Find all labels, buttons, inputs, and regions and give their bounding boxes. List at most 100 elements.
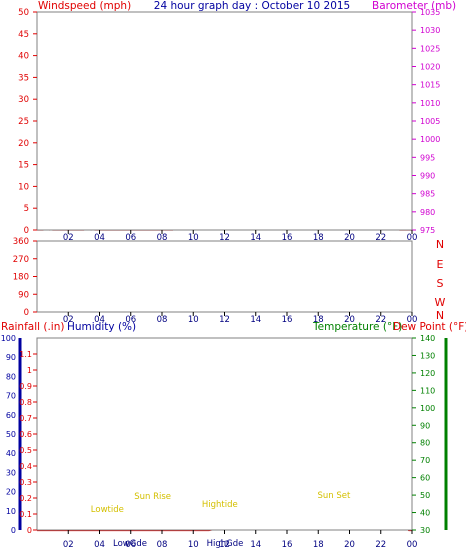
rain-xtick-label: 02 xyxy=(63,540,74,550)
compass-label: N xyxy=(436,238,444,251)
annotation-label: Sun Set xyxy=(317,491,350,501)
dir-xtick-label: 14 xyxy=(250,315,261,325)
temperature-tick-label: 130 xyxy=(420,351,435,360)
dir-xtick-label: 00 xyxy=(407,315,418,325)
dir-ytick-label: 90 xyxy=(18,290,29,300)
dir-ytick-label: 180 xyxy=(13,273,29,283)
rain-xtick-label: 20 xyxy=(344,540,355,550)
baro-ytick-label: 1005 xyxy=(420,117,440,126)
dir-ytick-label: 360 xyxy=(13,237,29,247)
wind-xtick-label: 10 xyxy=(188,233,199,243)
rain-tick-label: 0.2 xyxy=(19,494,32,503)
humidity-tick-label: 30 xyxy=(6,468,16,477)
tide-label: LowGde xyxy=(113,539,147,549)
rain-tick-label: 1 xyxy=(27,366,32,375)
wind-ytick-label: 50 xyxy=(18,8,29,18)
compass-label: S xyxy=(437,277,444,290)
wind-ytick-label: 35 xyxy=(18,73,29,83)
baro-ytick-label: 1000 xyxy=(420,135,440,144)
dir-xtick-label: 22 xyxy=(375,315,386,325)
humidity-tick-label: 40 xyxy=(6,449,16,458)
baro-ytick-label: 1030 xyxy=(420,26,440,35)
wind-xtick-label: 16 xyxy=(282,233,293,243)
dir-xtick-label: 10 xyxy=(188,315,199,325)
bottom-temperature-label: Temperature (°F) xyxy=(312,321,402,333)
humidity-tick-label: 100 xyxy=(1,334,16,343)
temperature-tick-label: 140 xyxy=(420,334,435,343)
dir-ytick-label: 0 xyxy=(24,308,29,318)
wind-ytick-label: 45 xyxy=(18,30,29,40)
wind-xtick-label: 18 xyxy=(313,233,324,243)
compass-label: E xyxy=(437,258,444,271)
annotation-label: Lowtide xyxy=(91,505,124,515)
rain-tick-label: 0.8 xyxy=(19,398,32,407)
rain-tick-label: 0.7 xyxy=(19,414,32,423)
wind-ytick-label: 30 xyxy=(18,95,29,105)
compass-label: W xyxy=(435,296,446,309)
temperature-tick-label: 90 xyxy=(420,421,430,430)
humidity-tick-label: 10 xyxy=(6,507,16,516)
temperature-tick-label: 110 xyxy=(420,386,435,395)
wind-xtick-label: 22 xyxy=(375,233,386,243)
wind-xtick-label: 00 xyxy=(407,233,418,243)
humidity-tick-label: 80 xyxy=(6,372,16,381)
wind-xtick-label: 12 xyxy=(219,233,230,243)
baro-ytick-label: 1020 xyxy=(420,63,440,72)
humidity-tick-label: 0 xyxy=(11,526,16,535)
temperature-tick-label: 100 xyxy=(420,404,435,413)
baro-ytick-label: 1015 xyxy=(420,81,440,90)
dir-xtick-label: 08 xyxy=(157,315,168,325)
temperature-tick-label: 120 xyxy=(420,369,435,378)
baro-ytick-label: 1010 xyxy=(420,99,440,108)
baro-ytick-label: 1025 xyxy=(420,44,440,53)
annotation-label: Hightide xyxy=(202,500,238,510)
wind-ytick-label: 15 xyxy=(18,161,29,171)
direction-panel-frame xyxy=(36,240,413,313)
bottom-rain-label: Rainfall (.in) xyxy=(1,321,64,333)
dir-ytick-label: 270 xyxy=(13,255,29,265)
wind-ytick-label: 0 xyxy=(24,226,29,236)
dir-xtick-label: 02 xyxy=(63,315,74,325)
humidity-tick-label: 60 xyxy=(6,411,16,420)
wind-xtick-label: 08 xyxy=(157,233,168,243)
bottom-humidity-label: Humidity (%) xyxy=(67,321,136,333)
rain-tick-label: 0.4 xyxy=(19,462,32,471)
temperature-tick-label: 30 xyxy=(420,526,430,535)
dir-xtick-label: 04 xyxy=(94,315,105,325)
rain-xtick-label: 10 xyxy=(188,540,199,550)
wind-xtick-label: 06 xyxy=(125,233,136,243)
baro-ytick-label: 995 xyxy=(420,153,435,162)
rain-tick-label: 0.1 xyxy=(19,510,32,519)
rain-xtick-label: 04 xyxy=(94,540,105,550)
dir-xtick-label: 16 xyxy=(282,315,293,325)
wind-ytick-label: 20 xyxy=(18,139,29,149)
baro-ytick-label: 975 xyxy=(420,226,435,235)
tide-label: HighGde xyxy=(207,539,244,549)
rain-xtick-label: 16 xyxy=(282,540,293,550)
baro-ytick-label: 990 xyxy=(420,172,435,181)
bottom-dewpoint-label: Dew Point (°F) xyxy=(393,321,466,333)
rain-xtick-label: 14 xyxy=(250,540,261,550)
dir-xtick-label: 18 xyxy=(313,315,324,325)
temperature-tick-label: 50 xyxy=(420,491,430,500)
annotation-label: Sun Rise xyxy=(134,492,171,502)
rain-tick-label: 0.9 xyxy=(19,382,32,391)
tick-label-layer: 0510152025303540455097598098599099510001… xyxy=(1,8,446,550)
humidity-tick-label: 90 xyxy=(6,353,16,362)
rain-xtick-label: 18 xyxy=(313,540,324,550)
dir-xtick-label: 06 xyxy=(125,315,136,325)
rain-tick-label: 0.6 xyxy=(19,430,32,439)
rain-xtick-label: 22 xyxy=(375,540,386,550)
rain-xtick-label: 12 xyxy=(219,540,230,550)
dir-xtick-label: 20 xyxy=(344,315,355,325)
wind-left-label: Windspeed (mph) xyxy=(38,0,131,12)
humidity-tick-label: 50 xyxy=(6,430,16,439)
baro-ytick-label: 980 xyxy=(420,208,435,217)
wind-panel-frame xyxy=(36,11,413,231)
wind-xtick-label: 20 xyxy=(344,233,355,243)
wind-ytick-label: 25 xyxy=(18,117,29,127)
wind-xtick-label: 04 xyxy=(94,233,105,243)
rain-tick-label: 0.3 xyxy=(19,478,32,487)
